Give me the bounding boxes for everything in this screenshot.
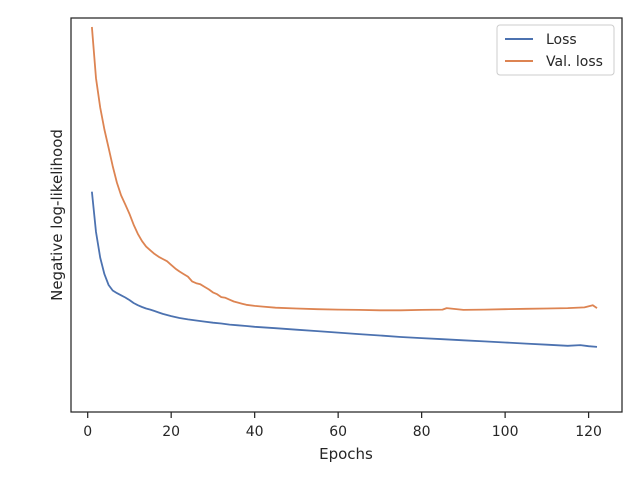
x-tick-label: 80 bbox=[413, 424, 431, 440]
x-tick-label: 0 bbox=[83, 424, 92, 440]
legend-label-loss: Loss bbox=[546, 32, 577, 48]
plot-area bbox=[70, 17, 623, 413]
x-tick-label: 20 bbox=[162, 424, 180, 440]
x-tick-label: 120 bbox=[575, 424, 602, 440]
series-lines bbox=[91, 26, 598, 348]
legend: Loss Val. loss bbox=[496, 24, 615, 76]
x-tick-label: 100 bbox=[492, 424, 519, 440]
series-line-loss bbox=[91, 191, 598, 348]
x-tick-label: 40 bbox=[246, 424, 264, 440]
x-tick-label: 60 bbox=[329, 424, 347, 440]
legend-box bbox=[496, 24, 615, 76]
x-ticks: 0 20 40 60 80 100 120 bbox=[83, 412, 602, 440]
x-axis-label: Epochs bbox=[319, 445, 373, 463]
y-axis-label: Negative log-likelihood bbox=[48, 129, 66, 301]
series-line-val-loss bbox=[91, 26, 598, 312]
legend-label-val-loss: Val. loss bbox=[546, 54, 603, 70]
